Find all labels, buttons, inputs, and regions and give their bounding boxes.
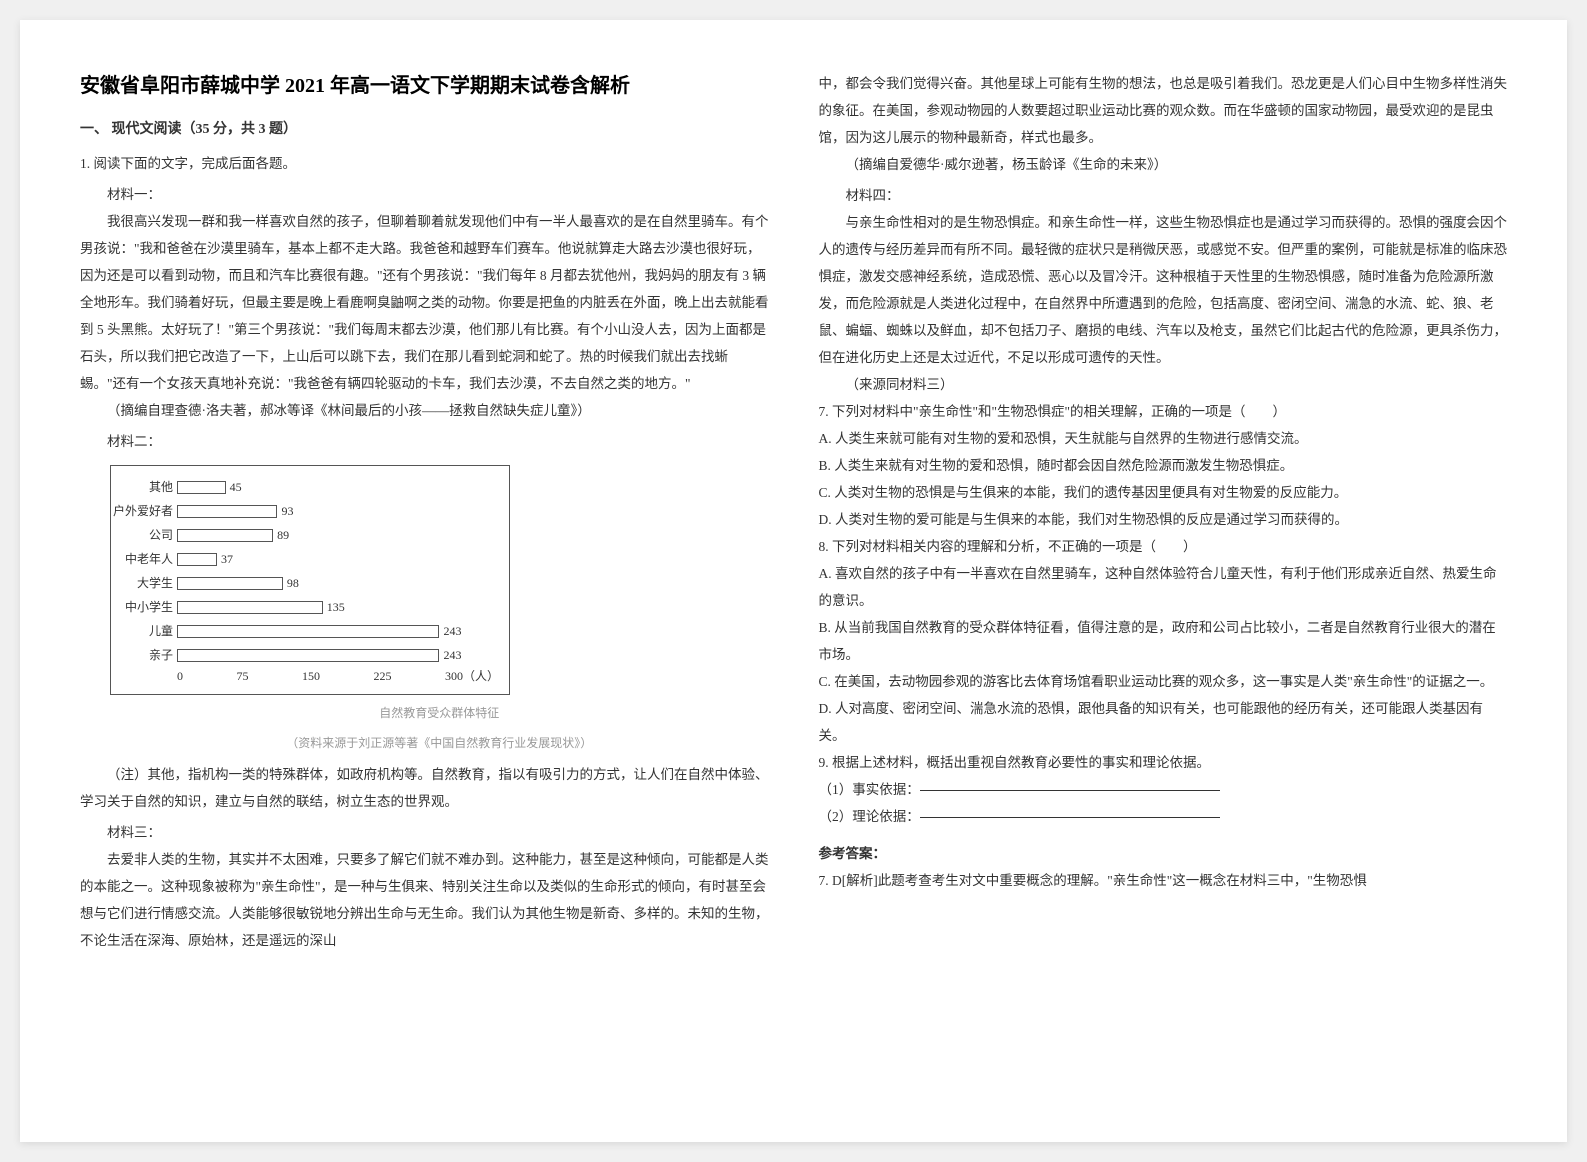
q9-label-1: （1）事实依据： bbox=[819, 782, 920, 797]
bar-row: 中老年人37 bbox=[177, 548, 499, 570]
bar-category-label: 户外爱好者 bbox=[111, 499, 173, 523]
bar-category-label: 公司 bbox=[111, 523, 173, 547]
q7-option-a: A. 人类生来就可能有对生物的爱和恐惧，天生就能与自然界的生物进行感情交流。 bbox=[819, 425, 1508, 452]
bar-category-label: 其他 bbox=[111, 475, 173, 499]
chart-caption-2: （资料来源于刘正源等著《中国自然教育行业发展现状》） bbox=[110, 731, 769, 755]
bar-value-label: 45 bbox=[230, 475, 242, 499]
x-tick-label: 75 bbox=[236, 664, 248, 688]
bar-row: 其他45 bbox=[177, 476, 499, 498]
material-1-body: 我很高兴发现一群和我一样喜欢自然的孩子，但聊着聊着就发现他们中有一半人最喜欢的是… bbox=[80, 208, 769, 397]
right-column: 中，都会令我们觉得兴奋。其他星球上可能有生物的想法，也总是吸引着我们。恐龙更是人… bbox=[819, 70, 1508, 1092]
bar-rect bbox=[177, 481, 226, 494]
question-7: 7. 下列对材料中"亲生命性"和"生物恐惧症"的相关理解，正确的一项是（ ） bbox=[819, 398, 1508, 425]
blank-line-2 bbox=[920, 817, 1220, 818]
material-3-body-2: 中，都会令我们觉得兴奋。其他星球上可能有生物的想法，也总是吸引着我们。恐龙更是人… bbox=[819, 70, 1508, 151]
x-tick-label: 150 bbox=[302, 664, 320, 688]
horizontal-bar-chart: 其他45户外爱好者93公司89中老年人37大学生98中小学生135儿童243亲子… bbox=[110, 465, 510, 695]
bar-row: 户外爱好者93 bbox=[177, 500, 499, 522]
x-tick-label: 225 bbox=[373, 664, 391, 688]
chart-container: 其他45户外爱好者93公司89中老年人37大学生98中小学生135儿童243亲子… bbox=[110, 465, 769, 755]
bar-value-label: 243 bbox=[443, 619, 461, 643]
section-heading-1: 一、 现代文阅读（35 分，共 3 题） bbox=[80, 116, 769, 144]
bar-category-label: 中小学生 bbox=[111, 595, 173, 619]
bar-rect bbox=[177, 577, 283, 590]
bar-value-label: 37 bbox=[221, 547, 233, 571]
material-4-source: （来源同材料三） bbox=[819, 371, 1508, 398]
bar-rect bbox=[177, 649, 439, 662]
bar-row: 儿童243 bbox=[177, 620, 499, 642]
material-3-label: 材料三： bbox=[80, 819, 769, 846]
bar-category-label: 亲子 bbox=[111, 643, 173, 667]
q8-option-a: A. 喜欢自然的孩子中有一半喜欢在自然里骑车，这种自然体验符合儿童天性，有利于他… bbox=[819, 560, 1508, 614]
chart-caption-1: 自然教育受众群体特征 bbox=[110, 701, 769, 725]
q9-label-2: （2）理论依据： bbox=[819, 809, 920, 824]
bar-value-label: 89 bbox=[277, 523, 289, 547]
bar-row: 中小学生135 bbox=[177, 596, 499, 618]
bar-rect bbox=[177, 601, 323, 614]
bar-rect bbox=[177, 625, 439, 638]
answer-heading: 参考答案： bbox=[819, 840, 1508, 867]
x-axis: 0 75 150 225 300（人） bbox=[177, 664, 499, 688]
material-3-body-1: 去爱非人类的生物，其实并不太困难，只要多了解它们就不难办到。这种能力，甚至是这种… bbox=[80, 846, 769, 954]
bar-category-label: 儿童 bbox=[111, 619, 173, 643]
q9-blank-1: （1）事实依据： bbox=[819, 776, 1508, 803]
material-4-body: 与亲生命性相对的是生物恐惧症。和亲生命性一样，这些生物恐惧症也是通过学习而获得的… bbox=[819, 209, 1508, 371]
q8-option-d: D. 人对高度、密闭空间、湍急水流的恐惧，跟他具备的知识有关，也可能跟他的经历有… bbox=[819, 695, 1508, 749]
left-column: 安徽省阜阳市薛城中学 2021 年高一语文下学期期末试卷含解析 一、 现代文阅读… bbox=[80, 70, 769, 1092]
blank-line-1 bbox=[920, 790, 1220, 791]
question-8: 8. 下列对材料相关内容的理解和分析，不正确的一项是（ ） bbox=[819, 533, 1508, 560]
bar-category-label: 大学生 bbox=[111, 571, 173, 595]
material-2-note: （注）其他，指机构一类的特殊群体，如政府机构等。自然教育，指以有吸引力的方式，让… bbox=[80, 761, 769, 815]
bar-value-label: 93 bbox=[281, 499, 293, 523]
bar-rect bbox=[177, 529, 273, 542]
document-title: 安徽省阜阳市薛城中学 2021 年高一语文下学期期末试卷含解析 bbox=[80, 70, 769, 102]
bar-category-label: 中老年人 bbox=[111, 547, 173, 571]
q7-option-c: C. 人类对生物的恐惧是与生俱来的本能，我们的遗传基因里便具有对生物爱的反应能力… bbox=[819, 479, 1508, 506]
material-1-label: 材料一： bbox=[80, 181, 769, 208]
q8-option-b: B. 从当前我国自然教育的受众群体特征看，值得注意的是，政府和公司占比较小，二者… bbox=[819, 614, 1508, 668]
bar-value-label: 98 bbox=[287, 571, 299, 595]
material-1-source: （摘编自理查德·洛夫著，郝冰等译《林间最后的小孩——拯救自然缺失症儿童》） bbox=[80, 397, 769, 424]
answer-body: 7. D[解析]此题考查考生对文中重要概念的理解。"亲生命性"这一概念在材料三中… bbox=[819, 867, 1508, 894]
question-1-head: 1. 阅读下面的文字，完成后面各题。 bbox=[80, 150, 769, 177]
q7-option-b: B. 人类生来就有对生物的爱和恐惧，随时都会因自然危险源而激发生物恐惧症。 bbox=[819, 452, 1508, 479]
exam-page: 安徽省阜阳市薛城中学 2021 年高一语文下学期期末试卷含解析 一、 现代文阅读… bbox=[20, 20, 1567, 1142]
x-tick-label: 0 bbox=[177, 664, 183, 688]
material-3-source: （摘编自爱德华·威尔逊著，杨玉龄译《生命的未来》） bbox=[819, 151, 1508, 178]
bar-rect bbox=[177, 505, 277, 518]
q9-blank-2: （2）理论依据： bbox=[819, 803, 1508, 830]
material-4-label: 材料四： bbox=[819, 182, 1508, 209]
bar-row: 大学生98 bbox=[177, 572, 499, 594]
x-tick-label: 300（人） bbox=[445, 664, 499, 688]
bar-row: 公司89 bbox=[177, 524, 499, 546]
q7-option-d: D. 人类对生物的爱可能是与生俱来的本能，我们对生物恐惧的反应是通过学习而获得的… bbox=[819, 506, 1508, 533]
material-2-label: 材料二： bbox=[80, 428, 769, 455]
bar-row: 亲子243 bbox=[177, 644, 499, 666]
question-9: 9. 根据上述材料，概括出重视自然教育必要性的事实和理论依据。 bbox=[819, 749, 1508, 776]
bar-rect bbox=[177, 553, 217, 566]
q8-option-c: C. 在美国，去动物园参观的游客比去体育场馆看职业运动比赛的观众多，这一事实是人… bbox=[819, 668, 1508, 695]
bar-value-label: 135 bbox=[327, 595, 345, 619]
